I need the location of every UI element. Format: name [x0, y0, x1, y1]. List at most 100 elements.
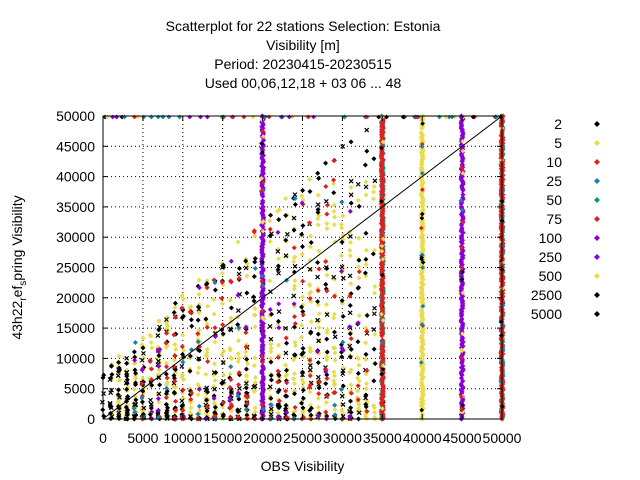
- data-point: [419, 322, 425, 327]
- data-point: [332, 357, 338, 363]
- data-point: [124, 380, 130, 386]
- data-point: [179, 403, 185, 409]
- data-point: [149, 345, 155, 351]
- data-point: [362, 414, 368, 420]
- data-point: [299, 334, 305, 340]
- data-point: [340, 383, 346, 389]
- data-point: [363, 351, 369, 357]
- data-point: [195, 317, 201, 323]
- data-point: [500, 293, 506, 299]
- data-point: [324, 288, 330, 294]
- diagonal-line: [102, 115, 503, 420]
- data-point: [164, 360, 170, 366]
- data-point: [347, 247, 353, 253]
- data-point: [363, 256, 369, 262]
- data-point: [307, 291, 313, 297]
- data-point: [364, 367, 370, 373]
- data-point: [380, 340, 386, 345]
- data-point: [419, 298, 425, 304]
- data-point: [460, 409, 466, 414]
- x-tick-label: 40000: [403, 430, 442, 446]
- data-point: [419, 211, 425, 217]
- x-tick-label: 30000: [323, 430, 362, 446]
- data-point: [212, 404, 218, 410]
- data-point: [363, 179, 369, 185]
- data-point: [260, 180, 266, 185]
- data-point: [197, 408, 203, 414]
- data-point: [315, 288, 321, 294]
- data-point: [163, 410, 169, 416]
- data-point: [173, 407, 179, 413]
- data-point: [260, 134, 266, 139]
- data-point: [195, 304, 201, 310]
- data-point: [292, 314, 298, 320]
- data-point: [324, 312, 330, 318]
- data-point: [379, 233, 385, 239]
- data-point: [379, 377, 385, 383]
- data-point: [267, 233, 273, 239]
- data-point: [268, 311, 274, 317]
- data-point: [260, 399, 266, 405]
- data-point: [371, 346, 377, 352]
- data-point: [356, 203, 362, 209]
- data-point: [379, 145, 384, 151]
- data-point: [108, 404, 114, 410]
- data-point: [331, 274, 337, 280]
- data-point: [276, 398, 282, 404]
- data-point: [364, 148, 370, 154]
- data-point: [260, 120, 266, 127]
- data-point: [459, 394, 464, 399]
- data-point: [291, 255, 297, 261]
- data-point: [251, 274, 257, 280]
- data-point: [252, 259, 258, 265]
- data-point: [371, 156, 377, 162]
- data-point: [180, 296, 186, 302]
- data-point: [284, 367, 290, 373]
- data-point: [241, 114, 247, 120]
- data-point: [284, 231, 290, 237]
- data-point: [331, 190, 337, 196]
- data-point: [419, 170, 425, 176]
- legend-marker: [594, 197, 600, 203]
- data-point: [459, 406, 464, 412]
- data-point: [356, 362, 362, 368]
- data-point: [236, 382, 242, 388]
- data-point: [498, 383, 504, 389]
- data-point: [299, 200, 305, 206]
- data-point: [459, 245, 464, 250]
- data-point: [363, 371, 369, 377]
- data-point: [276, 301, 282, 307]
- x-tick-label: 0: [99, 430, 107, 446]
- data-point: [372, 290, 378, 296]
- data-point: [189, 323, 195, 329]
- data-point: [331, 390, 337, 396]
- legend-marker: [594, 178, 600, 184]
- data-point: [331, 373, 337, 379]
- data-point: [420, 167, 426, 172]
- data-point: [323, 281, 329, 287]
- data-point: [268, 406, 274, 412]
- data-point: [172, 300, 178, 306]
- data-point: [292, 371, 298, 377]
- data-point: [220, 262, 226, 268]
- data-point: [379, 199, 384, 204]
- data-point: [348, 409, 354, 415]
- data-point: [212, 325, 218, 331]
- data-point: [364, 381, 370, 387]
- data-point: [259, 141, 265, 147]
- data-point: [363, 357, 369, 363]
- data-point: [171, 364, 177, 370]
- data-point: [243, 366, 249, 372]
- data-point: [380, 136, 386, 142]
- data-point: [291, 215, 297, 221]
- data-point: [300, 369, 306, 375]
- data-point: [236, 338, 242, 344]
- data-point: [180, 372, 186, 378]
- data-point: [171, 373, 177, 379]
- data-point: [188, 317, 194, 323]
- data-point: [260, 137, 267, 143]
- data-point: [299, 322, 305, 328]
- data-point: [460, 349, 466, 355]
- data-point: [363, 340, 369, 346]
- data-point: [340, 368, 346, 374]
